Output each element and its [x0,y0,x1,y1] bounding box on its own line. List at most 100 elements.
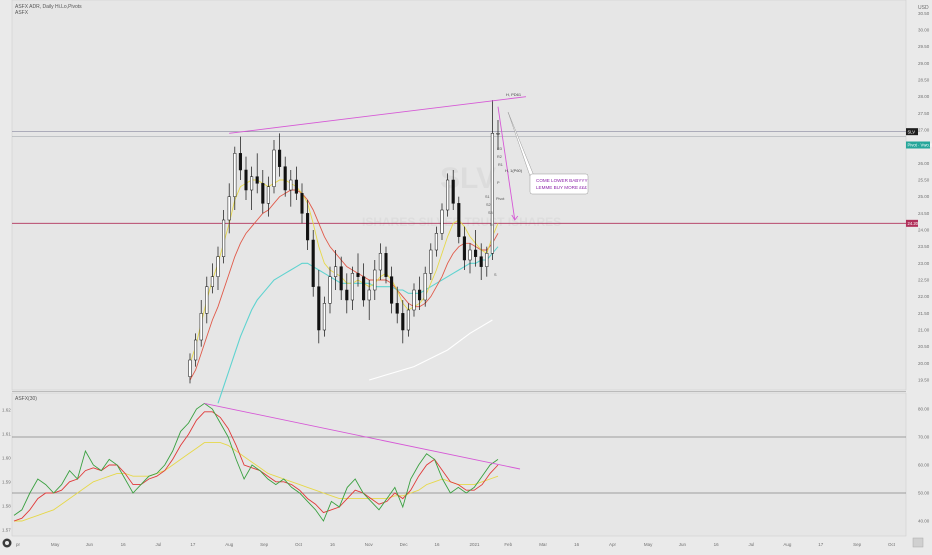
time-axis-label: 16 [435,542,441,547]
candle-body [301,193,304,213]
mid-pivot-label: H, 1(P60) [505,168,523,173]
candle-body [323,303,326,330]
oscillator-header: ASFX(30) [15,396,37,402]
time-axis-label: Jul [748,542,754,547]
candle-body [458,203,461,236]
candle [312,230,315,297]
candle-body [480,257,483,267]
time-axis-label: 16 [714,542,720,547]
candle-body [402,313,405,330]
candle-body [340,267,343,290]
price-tick-label: 19.50 [918,378,930,383]
candle-body [200,313,203,340]
symbol-subheader: ASFX [15,10,29,16]
pivot-letter: S1 [485,195,490,199]
price-tick-label: 29.00 [918,61,930,66]
candle-body [222,220,225,257]
oscillator-left-tick-label: 1.61 [2,432,11,437]
candle-body [250,177,253,190]
candle-body [497,133,500,134]
oscillator-left-tick-label: 1.57 [2,528,11,533]
candle-body [346,290,349,300]
candle-body [362,277,365,300]
price-tick-label: 21.00 [918,328,930,333]
candle-body [256,177,259,184]
axis-settings-icon[interactable] [913,538,923,547]
time-axis-label: Apr [609,542,617,547]
time-axis-label: Sep [853,542,862,547]
candle-body [217,257,220,277]
candle-body [474,250,477,257]
price-tick-label: 25.00 [918,194,930,199]
candle-body [435,233,438,250]
candle-body [357,273,360,276]
app-logo-inner [5,541,9,545]
candle-body [290,180,293,190]
callout-text-line1: COME LOWER BABYYY [536,178,588,183]
candle-body [312,240,315,287]
price-tick-label: 25.50 [918,178,930,183]
time-axis-label: 2021 [469,542,480,547]
candle-body [368,290,371,300]
time-axis-label: May [644,542,653,547]
oscillator-left-tick-label: 1.62 [2,408,11,413]
time-axis-label: Oct [295,542,303,547]
candle-body [211,277,214,287]
candle-body [245,170,248,190]
pivot-letter: R1 [498,163,503,167]
candle-body [430,250,433,273]
candle-body [407,310,410,330]
time-axis-label: 16 [330,542,336,547]
time-axis-label: Sep [260,542,269,547]
price-tick-label: 27.00 [918,128,930,133]
price-tick-label: 20.50 [918,344,930,349]
candle-body [267,187,270,204]
pivot-letter: Pivot [496,197,505,201]
time-axis-label: Oct [888,542,896,547]
candle-body [273,150,276,187]
time-axis-label: 16 [574,542,580,547]
price-tick-label: 22.50 [918,278,930,283]
pivot-letter: R [490,223,493,227]
oscillator-tick-label: 80.00 [918,407,930,412]
price-tick-label: 29.50 [918,44,930,49]
callout-box[interactable] [530,174,588,194]
candle-body [189,360,192,377]
time-axis-label: 16 [121,542,127,547]
pivot-letter: R3 [497,147,502,151]
time-axis-label: Aug [225,542,234,547]
price-tick-label: 23.50 [918,244,930,249]
price-badge-text: SLV [908,129,916,134]
price-tick-label: 24.50 [918,211,930,216]
price-tick-label: 23.00 [918,261,930,266]
price-tick-label: 28.00 [918,94,930,99]
price-tick-label: 27.50 [918,111,930,116]
candle-body [206,287,209,314]
time-axis-label: 17 [818,542,824,547]
candle-body [278,150,281,167]
time-axis-label: Jun [86,542,94,547]
time-axis-label: Feb [504,542,512,547]
candle-body [469,250,472,260]
oscillator-tick-label: 50.00 [918,491,930,496]
candle-body [194,340,197,360]
candle-body [452,180,455,203]
candle-body [318,287,321,330]
price-pane [12,0,906,390]
time-axis-label: Dec [400,542,409,547]
price-badge-text: 24.20 [908,221,919,226]
watermark-name: ISHARES SILVER TRUST ISHARES [362,215,561,229]
oscillator-left-tick-label: 1.60 [2,456,11,461]
time-axis-label: Nov [365,542,374,547]
candle-body [418,290,421,300]
peak-label: H, PD61 [506,92,522,97]
candle [458,197,461,244]
candle-body [262,183,265,203]
candle-body [379,253,382,270]
price-tick-label: 30.50 [918,11,930,16]
price-badge-text: Pivot · Vwo.85 [908,143,932,148]
candle-body [374,270,377,290]
price-tick-label: 30.00 [918,28,930,33]
price-tick-label: 24.00 [918,228,930,233]
